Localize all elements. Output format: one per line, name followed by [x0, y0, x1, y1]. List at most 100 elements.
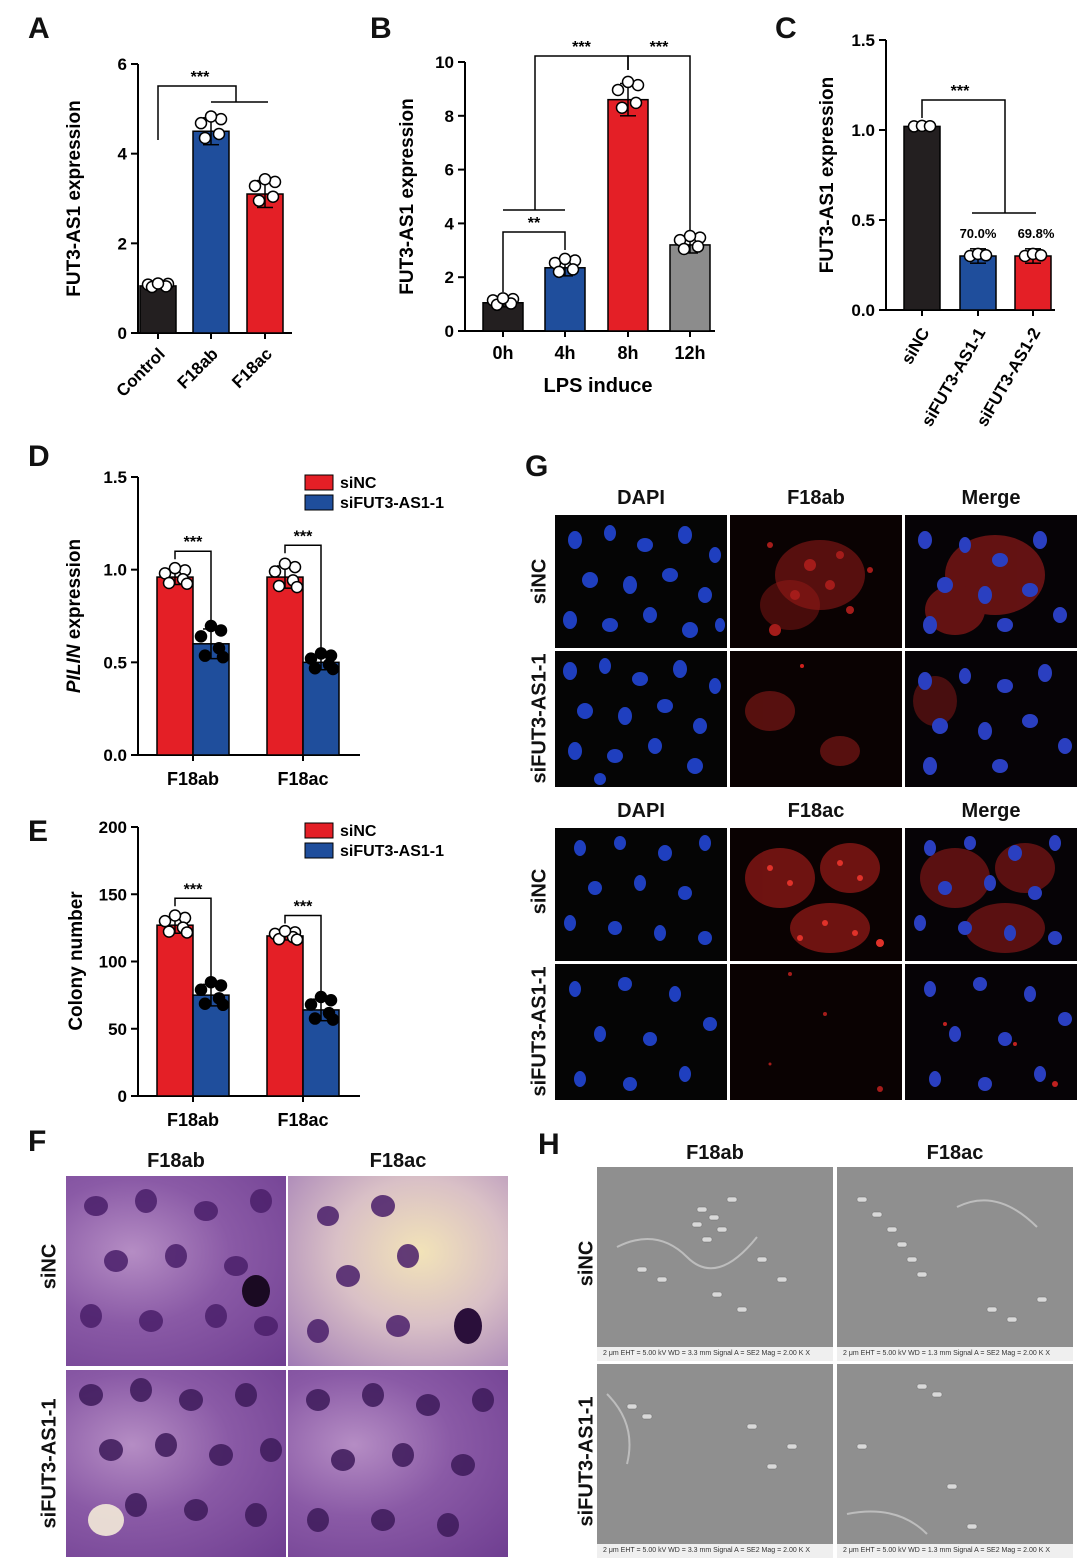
data-point: [683, 229, 697, 243]
bar: [302, 661, 340, 756]
merge-graphic: [914, 835, 1062, 953]
data-point: [979, 249, 993, 262]
legend-swatch-sifut3: [304, 842, 334, 859]
g-image-dapi-sinc-f18ab: [555, 515, 727, 648]
significance-marker: ***: [572, 39, 591, 56]
f18ab-signal-graphic: [760, 540, 873, 636]
sem-bacteria-graphic: [616, 1196, 788, 1313]
y-tick-label: 200: [99, 818, 127, 837]
g-image-dapi-sifut3-f18ac: [555, 964, 727, 1100]
bar: [266, 935, 304, 1097]
data-point: [308, 662, 322, 675]
data-point: [290, 933, 304, 946]
h-col-f18ac: F18ac: [926, 1142, 984, 1164]
data-point: [278, 557, 292, 570]
g-row-sinc-2: siNC: [528, 868, 551, 915]
y-axis-label: FUT3-AS1 expression: [817, 77, 838, 273]
data-point: [923, 119, 937, 133]
significance-marker: ***: [184, 534, 203, 551]
data-point: [216, 650, 230, 664]
data-point: [204, 975, 218, 989]
g-row-sifut3-1: siFUT3-AS1-1: [528, 653, 551, 784]
data-point: [198, 131, 212, 145]
f18ac-signal-graphic: [768, 972, 883, 1092]
data-point: [198, 997, 212, 1010]
g-image-merge-sifut3-f18ac: [905, 964, 1077, 1100]
significance-bracket: [157, 85, 237, 140]
significance-marker: ***: [294, 898, 313, 915]
y-axis-label: FUT3-AS1 expression: [64, 100, 85, 296]
f-row-sinc: siNC: [38, 1243, 61, 1290]
data-point: [194, 630, 208, 643]
h-image-sifut3-f18ab: 2 μm EHT = 5.00 kV WD = 3.3 mm Signal A …: [597, 1364, 833, 1558]
legend-swatch-sinc: [304, 474, 334, 491]
bar: [607, 98, 649, 332]
significance-bracket: [921, 99, 1006, 213]
panel-letter-f: F: [28, 1125, 47, 1158]
f-image-sinc-f18ac: [288, 1176, 508, 1366]
cell-stain-graphic: [80, 1189, 278, 1336]
chart-b: 0 2 4 6 8 10 0h 4h 8h 12h LPS induce FUT3-AS1 expre…: [397, 39, 715, 397]
h-scalebar-text: 2 μm EHT = 5.00 kV WD = 1.3 mm Signal A …: [837, 1347, 1073, 1361]
data-point: [168, 909, 182, 922]
data-point: [204, 110, 218, 123]
g-image-merge-sinc-f18ab: [905, 515, 1077, 648]
h-image-sifut3-f18ac: 2 μm EHT = 5.00 kV WD = 1.3 mm Signal A …: [837, 1364, 1073, 1558]
y-tick-label: 6: [118, 55, 127, 74]
bar: [156, 576, 194, 756]
bar: [544, 267, 586, 332]
data-point: [496, 292, 510, 305]
significance-bracket: [627, 55, 691, 231]
cell-stain-graphic: [307, 1195, 482, 1344]
data-point: [314, 990, 328, 1004]
f-image-sifut3-f18ac: [288, 1370, 508, 1557]
x-tick-label: Control: [113, 344, 169, 400]
bar: [246, 193, 284, 334]
sem-bacteria-graphic: [846, 1383, 978, 1535]
merge-graphic: [918, 531, 1067, 635]
significance-bracket: [174, 897, 212, 978]
h-col-f18ab: F18ab: [686, 1142, 744, 1164]
data-point: [304, 998, 318, 1011]
data-point: [1034, 249, 1048, 262]
chart-e: 0 50 100 150 200 F18ab *** F18ac *** siNC siFUT3-A…: [66, 818, 444, 1130]
bar: [139, 285, 177, 334]
legend-label: siNC: [340, 823, 377, 840]
data-point: [326, 1013, 340, 1026]
data-point: [566, 263, 580, 276]
bar: [156, 924, 194, 1097]
significance-bracket: [284, 544, 322, 651]
data-point: [278, 924, 292, 938]
g-col-dapi-top: DAPI: [617, 487, 665, 509]
significance-bracket: [284, 914, 322, 993]
data-point: [216, 998, 230, 1012]
data-point: [677, 242, 691, 256]
x-tick-label: F18ab: [167, 1110, 219, 1130]
y-tick-label: 0.5: [103, 653, 127, 672]
data-point: [268, 175, 282, 189]
data-point: [151, 277, 165, 290]
y-tick-label: 0: [118, 1087, 127, 1106]
data-point: [611, 83, 625, 97]
g-image-f18ab-sinc: [730, 515, 902, 648]
g-image-f18ac-sifut3: [730, 964, 902, 1100]
y-axis-label: Colony number: [66, 891, 87, 1031]
significance-bracket: [502, 231, 566, 292]
y-tick-label: 1.5: [103, 468, 127, 487]
data-point: [691, 240, 705, 253]
x-tick-label: siNC: [898, 325, 934, 368]
g-row-sinc-1: siNC: [528, 558, 551, 605]
panel-letter-b: B: [370, 12, 392, 45]
data-point: [180, 577, 194, 591]
chart-c: 0.00.51.01.5siNCsiFUT3-AS1-1siFUT3-AS1-2…: [817, 31, 1055, 430]
panel-letter-h: H: [538, 1128, 560, 1161]
legend-label: siFUT3-AS1-1: [340, 843, 444, 860]
x-tick-label: 0h: [492, 343, 513, 363]
legend-label: siNC: [340, 475, 377, 492]
data-point: [308, 1012, 322, 1025]
bar: [266, 576, 304, 756]
data-point: [326, 662, 340, 676]
data-point: [194, 983, 208, 996]
h-image-sinc-f18ac: 2 μm EHT = 5.00 kV WD = 1.3 mm Signal A …: [837, 1167, 1073, 1361]
bar: [959, 255, 997, 311]
